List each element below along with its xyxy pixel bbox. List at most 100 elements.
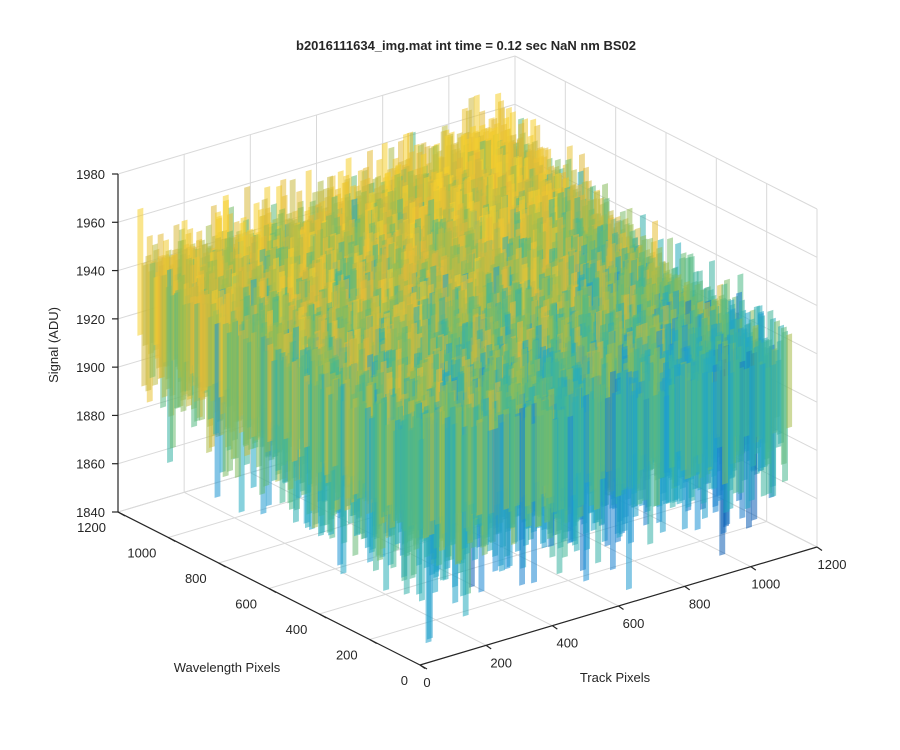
surface-layer xyxy=(137,92,793,644)
surface-strip xyxy=(604,396,611,547)
grid-line-z-right xyxy=(514,55,818,210)
surface-strip xyxy=(465,403,472,532)
surface-strip xyxy=(743,367,750,437)
surface-strip xyxy=(620,369,627,491)
x-tick-label: 200 xyxy=(490,655,512,670)
surface-strip xyxy=(679,363,686,478)
x-tick-mark xyxy=(684,585,691,591)
y-tick-mark xyxy=(319,613,327,619)
surface-strip xyxy=(599,384,606,480)
surface-strip xyxy=(706,350,712,469)
surface-strip xyxy=(428,395,435,536)
surface-strip xyxy=(540,409,547,495)
x-tick-label: 400 xyxy=(556,636,578,651)
surface-strip xyxy=(700,353,707,504)
surface-strip xyxy=(508,400,515,513)
x-tick-label: 800 xyxy=(689,596,711,611)
surface-strip xyxy=(716,359,723,449)
x-tick-label: 1000 xyxy=(751,577,780,592)
grid-line-z-left xyxy=(117,55,516,175)
x-tick-label: 1200 xyxy=(818,557,847,572)
surface-strip xyxy=(615,393,622,498)
surface-strip xyxy=(471,425,477,515)
y-axis-label: Wavelength Pixels xyxy=(174,660,281,675)
surface-strip xyxy=(561,386,568,558)
grid-line-y-floor xyxy=(369,521,767,640)
surface-strip xyxy=(642,343,648,502)
surface-strip xyxy=(492,427,499,572)
x-tick-mark xyxy=(750,566,757,571)
surface-strip xyxy=(663,395,670,474)
surface-strip xyxy=(588,398,595,507)
surface-strip xyxy=(417,439,424,531)
surface-strip xyxy=(684,362,691,480)
y-tick-label: 600 xyxy=(235,597,257,612)
surface-strip xyxy=(572,395,579,501)
z-tick-label: 1960 xyxy=(76,215,105,230)
surface-strip xyxy=(738,366,744,494)
surface-strip xyxy=(631,389,638,495)
y-tick-mark xyxy=(369,638,377,645)
surface-strip xyxy=(556,398,563,575)
surface-strip xyxy=(433,401,440,549)
surface-strip xyxy=(444,416,451,570)
y-tick-label: 200 xyxy=(336,648,358,663)
y-tick-label: 400 xyxy=(286,622,308,637)
z-axis-label: Signal (ADU) xyxy=(46,307,61,383)
surface-strip xyxy=(668,383,675,469)
surface-strip xyxy=(647,362,654,545)
surface-strip xyxy=(449,406,456,546)
x-tick-label: 0 xyxy=(423,675,430,690)
surface-strip xyxy=(577,407,584,507)
z-tick-label: 1940 xyxy=(76,264,105,279)
x-axis-label: Track Pixels xyxy=(580,670,651,685)
z-tick-label: 1860 xyxy=(76,457,105,472)
surface-strip xyxy=(658,390,664,479)
surface-strip xyxy=(535,398,542,528)
surface-strip xyxy=(476,418,483,516)
y-tick-label: 1000 xyxy=(127,546,156,561)
surface-strip xyxy=(497,413,504,567)
z-tick-label: 1900 xyxy=(76,360,105,375)
y-tick-mark xyxy=(419,664,428,670)
grid-line-z-left xyxy=(117,103,516,223)
x-tick-mark xyxy=(816,546,823,551)
surface-strip xyxy=(780,326,787,465)
x-tick-mark xyxy=(551,625,558,630)
surface-strip xyxy=(652,394,659,507)
surface-strip xyxy=(423,412,429,539)
z-tick-label: 1920 xyxy=(76,312,105,327)
surface-strip xyxy=(460,434,467,513)
surface-strip xyxy=(786,333,793,429)
surface-strip xyxy=(551,418,558,513)
y-tick-mark xyxy=(218,562,226,568)
surface-strip xyxy=(524,406,531,507)
chart-title: b2016111634_img.mat int time = 0.12 sec … xyxy=(296,38,636,53)
axis-layer xyxy=(112,173,823,670)
y-tick-label: 1200 xyxy=(77,520,106,535)
x-tick-mark xyxy=(618,605,624,610)
surface-strip xyxy=(481,415,488,556)
surface-strip xyxy=(754,345,760,455)
y-tick-mark xyxy=(168,536,176,543)
y-tick-label: 800 xyxy=(185,571,207,586)
surface-strip xyxy=(775,359,782,448)
surface-strip xyxy=(487,429,493,552)
surface-strip xyxy=(439,410,445,552)
x-tick-mark xyxy=(485,644,492,650)
surface-strip xyxy=(695,355,702,473)
y-tick-mark xyxy=(117,511,126,517)
z-tick-label: 1880 xyxy=(76,408,105,423)
surface-strip xyxy=(674,363,680,487)
surface-strip xyxy=(593,351,600,511)
surface-strip xyxy=(610,370,616,571)
surface-strip xyxy=(583,394,590,582)
surface-strip xyxy=(690,379,696,478)
surface-strip xyxy=(711,381,718,490)
surface-strip xyxy=(567,415,574,544)
grid-line-z-right xyxy=(514,103,818,258)
surface-strip xyxy=(764,366,771,466)
tick-labels: 0200400600800100012000200400600800100012… xyxy=(76,167,846,690)
surface-strip xyxy=(636,396,643,506)
z-tick-label: 1980 xyxy=(76,167,105,182)
